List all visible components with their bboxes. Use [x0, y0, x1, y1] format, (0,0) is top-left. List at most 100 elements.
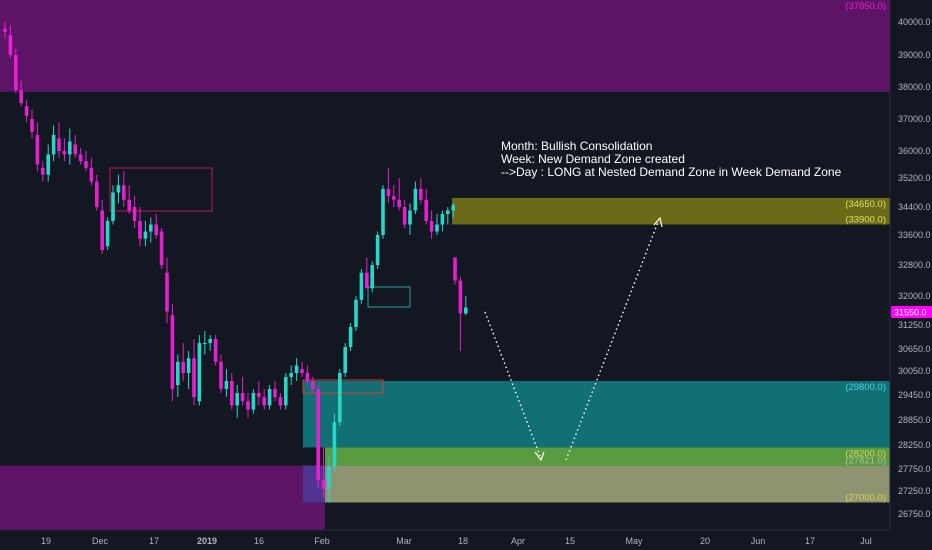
candle[interactable]	[111, 185, 115, 225]
candle[interactable]	[30, 109, 34, 139]
time-tick-label: Apr	[511, 536, 525, 546]
candle[interactable]	[464, 296, 468, 316]
candle[interactable]	[170, 303, 175, 402]
candle[interactable]	[3, 22, 7, 39]
candle[interactable]	[365, 257, 369, 289]
candle[interactable]	[294, 358, 299, 381]
candle[interactable]	[262, 389, 266, 410]
candle[interactable]	[203, 331, 207, 355]
candle[interactable]	[154, 214, 158, 239]
candle[interactable]	[305, 365, 310, 386]
candle[interactable]	[192, 339, 196, 406]
candle[interactable]	[419, 178, 423, 204]
candle[interactable]	[375, 231, 380, 269]
candle[interactable]	[354, 296, 358, 331]
candle[interactable]	[289, 365, 293, 386]
candle[interactable]	[435, 214, 439, 235]
candle[interactable]	[230, 373, 234, 410]
candle-body	[273, 389, 277, 398]
candle[interactable]	[219, 354, 223, 394]
candle[interactable]	[408, 203, 412, 235]
nested-demand-zone[interactable]	[325, 447, 890, 466]
candle[interactable]	[197, 335, 202, 406]
candle[interactable]	[451, 203, 455, 218]
candle[interactable]	[78, 147, 83, 165]
candle[interactable]	[213, 335, 218, 366]
upper-zone[interactable]	[452, 197, 890, 225]
candle[interactable]	[392, 185, 396, 207]
candle[interactable]	[424, 188, 428, 225]
candle[interactable]	[397, 178, 401, 211]
candle[interactable]	[35, 122, 40, 172]
candle[interactable]	[359, 268, 364, 304]
candle[interactable]	[51, 125, 56, 162]
candle[interactable]	[181, 343, 185, 381]
candle[interactable]	[73, 135, 77, 158]
candle[interactable]	[14, 48, 18, 94]
candle[interactable]	[186, 350, 191, 389]
week-demand-zone[interactable]	[303, 381, 890, 448]
candle[interactable]	[348, 323, 353, 351]
candle[interactable]	[343, 343, 347, 377]
candle[interactable]	[440, 210, 445, 232]
candle[interactable]	[402, 199, 407, 228]
candle[interactable]	[84, 151, 88, 172]
candle[interactable]	[19, 80, 23, 107]
candle[interactable]	[458, 276, 463, 351]
candle[interactable]	[24, 99, 29, 123]
candle[interactable]	[311, 377, 315, 393]
candle[interactable]	[100, 199, 104, 254]
candle[interactable]	[62, 138, 67, 162]
candle[interactable]	[57, 122, 61, 158]
candle[interactable]	[429, 210, 434, 239]
candle[interactable]	[251, 389, 256, 414]
candle[interactable]	[95, 174, 99, 211]
candle[interactable]	[240, 377, 245, 406]
candle[interactable]	[321, 447, 326, 498]
candle[interactable]	[235, 385, 239, 418]
candle[interactable]	[165, 257, 169, 324]
candle[interactable]	[381, 185, 385, 239]
candle[interactable]	[453, 257, 457, 285]
candle[interactable]	[300, 361, 304, 377]
candle[interactable]	[257, 381, 261, 406]
candle[interactable]	[386, 167, 391, 204]
candle[interactable]	[8, 25, 13, 59]
candle[interactable]	[446, 207, 450, 225]
candle[interactable]	[284, 373, 288, 410]
candle[interactable]	[370, 261, 374, 293]
price-axis[interactable]: 40000.0 39000.0 38000.0 37000.0 36000.0 35200…	[898, 17, 931, 519]
day-demand-zone[interactable]	[325, 465, 890, 503]
candle[interactable]	[149, 217, 153, 243]
candle[interactable]	[267, 385, 272, 410]
candle[interactable]	[246, 393, 250, 418]
candle[interactable]	[224, 369, 229, 398]
candle[interactable]	[316, 385, 320, 489]
candle[interactable]	[132, 196, 137, 228]
candle[interactable]	[143, 221, 148, 247]
candle[interactable]	[176, 354, 180, 398]
candle[interactable]	[332, 413, 337, 472]
candle[interactable]	[338, 369, 342, 427]
candle[interactable]	[273, 381, 277, 402]
candle[interactable]	[68, 128, 72, 165]
candle[interactable]	[89, 157, 94, 186]
candle-body	[375, 235, 380, 265]
time-axis[interactable]: 19 Dec 17 2019 16 Feb Mar 18 Apr 15 May 20 Jun 17 Jul	[41, 536, 872, 546]
candle[interactable]	[105, 217, 110, 251]
candle[interactable]	[122, 171, 126, 207]
monthly-supply-zone[interactable]	[0, 0, 890, 92]
candle[interactable]	[278, 393, 283, 410]
candle[interactable]	[159, 228, 164, 269]
candle[interactable]	[46, 144, 50, 182]
monthly-demand-zone[interactable]	[0, 465, 325, 530]
candle[interactable]	[327, 457, 331, 503]
candle[interactable]	[116, 174, 121, 204]
candle[interactable]	[41, 161, 45, 182]
candle[interactable]	[138, 207, 142, 247]
candle[interactable]	[127, 185, 131, 214]
candle[interactable]	[208, 335, 212, 351]
candle[interactable]	[413, 181, 418, 214]
candle-body	[46, 154, 50, 175]
